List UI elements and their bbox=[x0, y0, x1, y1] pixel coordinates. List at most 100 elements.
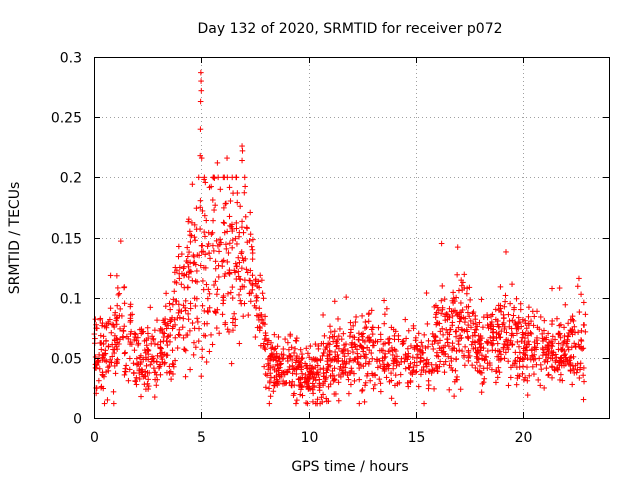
data-point bbox=[562, 351, 569, 357]
data-point bbox=[479, 381, 486, 387]
data-point bbox=[185, 253, 191, 260]
data-point bbox=[254, 324, 261, 331]
data-point bbox=[432, 314, 439, 321]
data-point bbox=[393, 348, 399, 354]
data-point bbox=[524, 364, 530, 370]
y-tick-label: 0.15 bbox=[51, 232, 82, 248]
data-point bbox=[359, 387, 366, 393]
data-point bbox=[377, 363, 384, 369]
data-point bbox=[339, 357, 346, 364]
data-point bbox=[243, 266, 250, 273]
data-point bbox=[512, 349, 519, 356]
data-point bbox=[558, 347, 565, 353]
data-point bbox=[94, 325, 100, 332]
data-point bbox=[237, 297, 244, 304]
data-point bbox=[278, 351, 285, 357]
data-point bbox=[141, 338, 148, 344]
data-point bbox=[189, 220, 195, 226]
data-point bbox=[456, 287, 462, 294]
data-point bbox=[239, 265, 245, 271]
data-point bbox=[237, 203, 243, 210]
data-point bbox=[320, 340, 327, 347]
data-point bbox=[437, 358, 443, 365]
data-point bbox=[445, 353, 451, 360]
data-point bbox=[271, 331, 278, 338]
data-point bbox=[335, 397, 342, 404]
data-point bbox=[459, 327, 465, 333]
data-point bbox=[388, 370, 394, 376]
data-point bbox=[280, 346, 287, 352]
data-point bbox=[571, 340, 577, 347]
data-point bbox=[446, 305, 453, 312]
data-point bbox=[467, 297, 473, 303]
data-point bbox=[424, 321, 431, 327]
data-point bbox=[220, 300, 226, 307]
data-point bbox=[434, 304, 441, 311]
data-point bbox=[413, 335, 419, 341]
data-point bbox=[175, 253, 182, 260]
data-point bbox=[351, 378, 358, 384]
data-point bbox=[310, 376, 317, 382]
data-point bbox=[564, 336, 571, 343]
data-point bbox=[422, 345, 429, 351]
data-point bbox=[151, 394, 158, 400]
data-point bbox=[285, 358, 291, 364]
data-point bbox=[149, 353, 155, 360]
data-point bbox=[208, 183, 214, 190]
data-point bbox=[163, 290, 169, 297]
data-point bbox=[311, 371, 317, 377]
data-point bbox=[348, 381, 354, 388]
data-point bbox=[292, 337, 299, 344]
data-point bbox=[339, 367, 345, 374]
data-point bbox=[99, 320, 106, 326]
data-point bbox=[256, 284, 262, 291]
data-point bbox=[152, 376, 158, 383]
data-point bbox=[505, 382, 512, 389]
data-point bbox=[103, 369, 109, 375]
data-point bbox=[248, 290, 254, 296]
data-point bbox=[572, 343, 579, 350]
data-point bbox=[370, 385, 377, 392]
data-point bbox=[390, 360, 397, 367]
data-point bbox=[516, 364, 523, 370]
data-point bbox=[537, 382, 544, 389]
data-point bbox=[211, 248, 217, 254]
y-tick-label: 0.25 bbox=[51, 111, 82, 127]
data-point bbox=[442, 351, 449, 357]
data-point bbox=[273, 373, 280, 379]
data-point bbox=[378, 336, 384, 343]
data-point bbox=[558, 346, 564, 352]
data-point bbox=[221, 229, 228, 236]
data-point bbox=[425, 382, 432, 388]
data-point bbox=[251, 303, 258, 309]
data-point bbox=[441, 296, 448, 302]
data-point bbox=[359, 313, 365, 319]
data-point bbox=[331, 391, 338, 397]
data-point bbox=[561, 333, 568, 339]
data-point bbox=[120, 334, 126, 341]
data-point bbox=[498, 328, 505, 334]
data-point bbox=[402, 355, 409, 361]
data-point bbox=[505, 311, 512, 318]
data-point bbox=[321, 333, 328, 339]
data-point bbox=[227, 240, 233, 247]
data-point bbox=[320, 391, 326, 398]
data-point bbox=[96, 352, 102, 358]
data-point bbox=[114, 302, 121, 309]
data-point bbox=[392, 372, 399, 378]
data-point bbox=[393, 358, 400, 364]
data-point bbox=[232, 316, 239, 323]
data-point bbox=[406, 365, 413, 371]
data-point bbox=[465, 309, 471, 316]
data-point bbox=[509, 281, 515, 287]
data-point bbox=[489, 311, 496, 318]
data-point bbox=[410, 354, 416, 361]
data-point bbox=[307, 362, 313, 369]
data-point bbox=[205, 309, 211, 315]
data-point bbox=[195, 338, 202, 344]
data-point bbox=[331, 373, 337, 379]
y-axis-label: SRMTID / TECUs bbox=[7, 182, 23, 295]
data-point bbox=[517, 306, 524, 313]
data-point bbox=[276, 355, 283, 361]
